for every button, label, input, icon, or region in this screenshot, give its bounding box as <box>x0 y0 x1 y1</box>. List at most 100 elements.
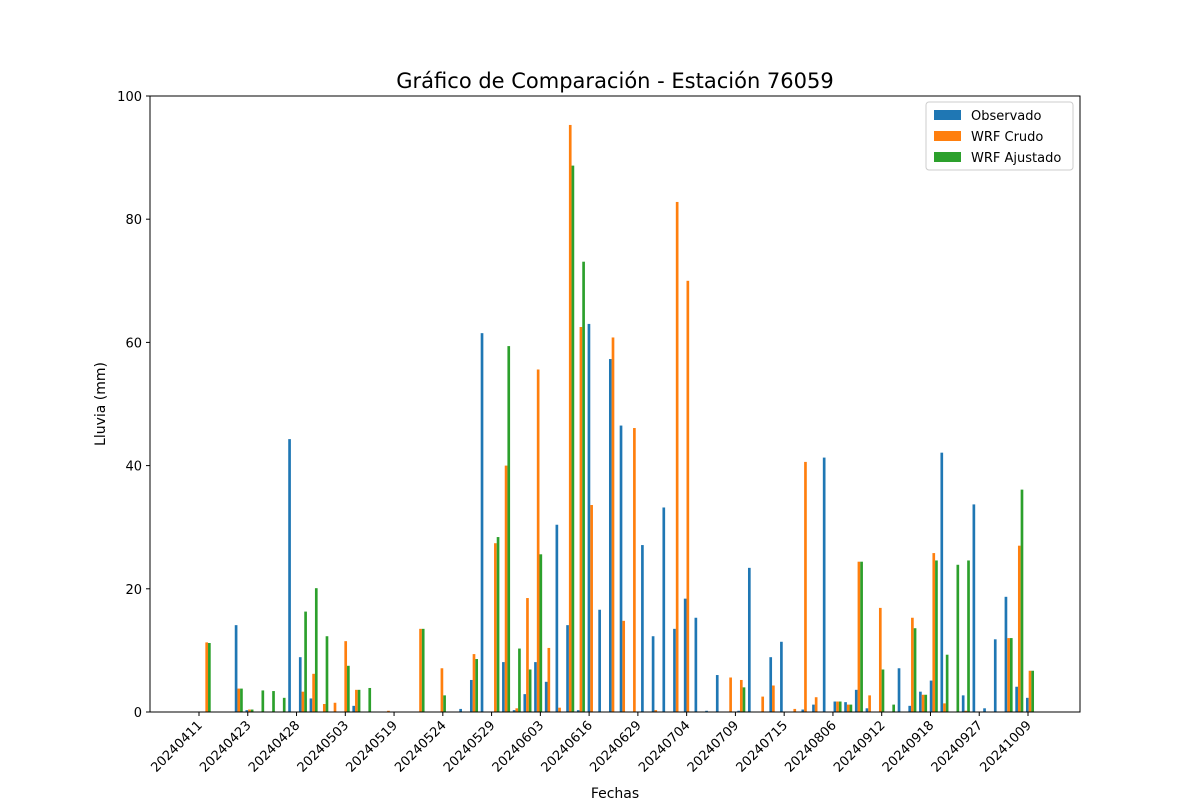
bar <box>993 639 997 712</box>
bar <box>983 708 986 712</box>
legend: Observado WRF Crudo WRF Ajustado <box>925 101 1074 171</box>
bar <box>347 665 350 712</box>
y-tick-label: 40 <box>125 460 142 475</box>
bar <box>205 642 209 712</box>
bar <box>475 659 479 712</box>
bar <box>860 561 863 712</box>
bar <box>333 702 337 712</box>
bar <box>357 689 361 712</box>
bar <box>459 708 462 712</box>
bar <box>261 690 265 712</box>
bar <box>536 369 540 712</box>
bar <box>534 662 537 712</box>
bar <box>932 553 936 712</box>
bar <box>472 654 476 712</box>
y-tick-label: 20 <box>125 583 142 598</box>
bar <box>1009 638 1013 712</box>
bar <box>924 694 928 712</box>
bar <box>913 628 917 712</box>
bar <box>846 704 850 712</box>
legend-box <box>925 101 1074 171</box>
bar <box>964 710 968 712</box>
bar <box>579 327 583 712</box>
y-tick-label: 80 <box>125 213 142 228</box>
bar <box>611 337 615 712</box>
legend-swatch <box>934 110 961 120</box>
bar <box>641 545 644 712</box>
bar <box>608 359 612 712</box>
bar <box>440 668 444 712</box>
bar <box>352 705 356 712</box>
bar <box>1020 489 1024 712</box>
bar <box>558 707 561 712</box>
bar <box>844 702 847 712</box>
bar <box>737 710 740 712</box>
bar <box>528 669 532 712</box>
bar <box>836 701 839 712</box>
bar <box>555 524 559 712</box>
bar <box>967 560 970 712</box>
chart-title: Gráfico de Comparación - Estación 76059 <box>396 69 833 93</box>
bar <box>512 710 516 712</box>
x-axis-label: Fechas <box>591 786 639 800</box>
bar <box>929 680 933 712</box>
bar <box>314 588 318 712</box>
bar <box>518 648 521 712</box>
bar <box>662 507 666 712</box>
bar <box>325 636 329 712</box>
bar <box>1015 686 1018 712</box>
bar <box>582 261 585 712</box>
bar <box>747 567 751 712</box>
bar <box>972 504 976 712</box>
bar <box>322 703 326 712</box>
bar <box>812 704 815 712</box>
bar <box>507 346 511 712</box>
bar <box>598 609 601 712</box>
y-axis-label: Lluvia (mm) <box>93 362 109 446</box>
bar <box>673 628 676 712</box>
bar <box>742 687 746 712</box>
bar <box>245 710 249 712</box>
bar <box>496 537 500 712</box>
bar <box>849 704 853 712</box>
bar <box>943 703 946 712</box>
bar <box>502 662 505 712</box>
bar <box>587 323 591 712</box>
bar <box>945 654 949 712</box>
bar <box>288 439 291 712</box>
bar <box>355 689 358 712</box>
bar <box>878 607 882 712</box>
bar <box>622 620 626 712</box>
plot-frame <box>149 95 1081 713</box>
bar <box>619 425 623 712</box>
bar <box>282 697 286 712</box>
bar <box>590 505 593 712</box>
bar <box>651 636 655 712</box>
bars-layer <box>205 124 1035 712</box>
bar <box>301 691 305 712</box>
bar <box>387 710 390 712</box>
bar <box>526 598 529 712</box>
bar <box>419 628 422 712</box>
bar <box>421 628 425 712</box>
bar <box>675 201 679 712</box>
bar <box>1007 638 1010 712</box>
bar <box>576 710 580 712</box>
bar <box>940 452 944 712</box>
bar <box>801 709 805 712</box>
bar <box>822 457 826 712</box>
bar <box>568 124 572 712</box>
bar <box>694 617 698 712</box>
bar <box>772 685 775 712</box>
bar <box>633 428 636 712</box>
bar <box>1025 697 1029 712</box>
bar <box>761 696 765 712</box>
bar <box>881 669 885 712</box>
bar <box>1031 670 1035 712</box>
bar <box>1017 545 1021 712</box>
bar <box>868 695 871 712</box>
bar <box>298 657 302 712</box>
bar <box>715 675 719 712</box>
